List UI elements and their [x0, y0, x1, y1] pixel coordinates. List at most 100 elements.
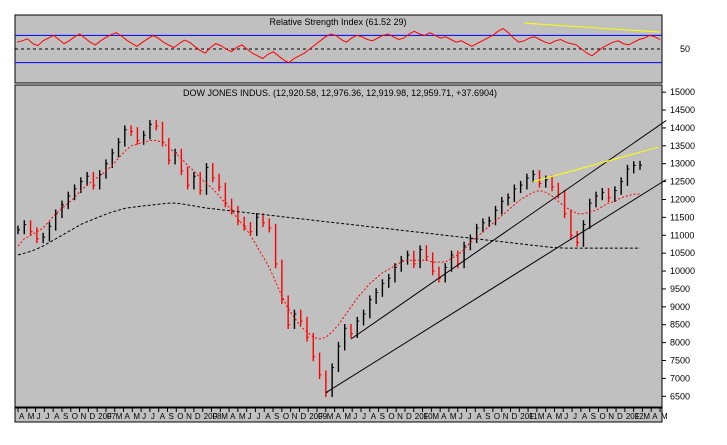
date-tick-label: M — [450, 412, 457, 421]
date-tick-label: A — [125, 412, 131, 421]
price-axis-tick-label: 9500 — [670, 284, 690, 294]
price-axis-tick-label: 7000 — [670, 373, 690, 383]
date-tick-label: J — [459, 412, 463, 421]
date-tick-label: O — [177, 412, 183, 421]
date-tick-label: J — [256, 412, 260, 421]
price-axis-tick-label: 13500 — [670, 141, 695, 151]
date-tick-label: J — [45, 412, 49, 421]
date-tick-label: 2010 — [415, 412, 433, 421]
date-tick-label: D — [406, 412, 412, 421]
date-tick-label: D — [617, 412, 623, 421]
date-tick-label: S — [591, 412, 596, 421]
date-tick-label: D — [511, 412, 517, 421]
date-tick-label: M — [555, 412, 562, 421]
date-tick-label: 2007 — [98, 412, 116, 421]
date-tick-label: F — [212, 412, 217, 421]
date-tick-label: M — [133, 412, 140, 421]
price-axis-tick-label: 15000 — [670, 87, 695, 97]
date-tick-label: A — [336, 412, 342, 421]
date-tick-label: A — [441, 412, 447, 421]
date-tick-label: A — [547, 412, 553, 421]
date-tick-label: A — [265, 412, 271, 421]
rsi-panel: Relative Strength Index (61.52 29) 50 — [14, 14, 690, 84]
price-axis-tick-label: 10000 — [670, 266, 695, 276]
date-tick-label: F — [635, 412, 640, 421]
trend-channel-upper-line — [350, 120, 667, 340]
date-tick-label: M — [344, 412, 351, 421]
price-axis-tick-label: 12000 — [670, 194, 695, 204]
date-tick-label: N — [81, 412, 87, 421]
price-axis-tick-label: 14500 — [670, 105, 695, 115]
date-tick-label: J — [468, 412, 472, 421]
rsi-series-line — [16, 28, 661, 64]
rsi-plot-area — [14, 14, 663, 84]
date-tick-label: O — [388, 412, 394, 421]
date-tick-label: M — [643, 412, 650, 421]
date-tick-label: D — [195, 412, 201, 421]
date-tick-label: S — [63, 412, 68, 421]
date-tick-label: O — [283, 412, 289, 421]
date-tick-label: A — [476, 412, 482, 421]
date-tick-label: M — [327, 412, 334, 421]
price-axis-tick-label: 8500 — [670, 320, 690, 330]
date-tick-label: J — [353, 412, 357, 421]
date-tick-label: M — [432, 412, 439, 421]
date-tick-label: F — [529, 412, 534, 421]
date-tick-label: N — [608, 412, 614, 421]
date-tick-label: M — [239, 412, 246, 421]
date-tick-label: A — [54, 412, 60, 421]
date-tick-label: S — [169, 412, 174, 421]
date-tick-label: A — [582, 412, 588, 421]
price-title: DOW JONES INDUS. (12,920.58, 12,976.36, … — [183, 88, 497, 98]
long-moving-average-line — [17, 202, 640, 256]
date-tick-label: S — [380, 412, 385, 421]
date-tick-label: F — [424, 412, 429, 421]
price-bars — [17, 120, 642, 397]
date-tick-label: J — [564, 412, 568, 421]
date-tick-label: M — [116, 412, 123, 421]
date-tick-label: M — [661, 412, 668, 421]
date-tick-label: S — [485, 412, 490, 421]
date-tick-label: J — [151, 412, 155, 421]
date-tick-label: D — [89, 412, 95, 421]
price-axis-tick-label: 13000 — [670, 159, 695, 169]
rsi-title: Relative Strength Index (61.52 29) — [269, 17, 406, 27]
date-tick-label: A — [652, 412, 658, 421]
date-tick-label: A — [160, 412, 166, 421]
date-tick-label: M — [28, 412, 35, 421]
date-tick-label: 2009 — [309, 412, 327, 421]
price-panel: 6500 7000 7500 8000 8500 9000 9500 10000 10500 11… — [14, 84, 695, 408]
date-tick-label: M — [221, 412, 228, 421]
price-axis-tick-label: 12500 — [670, 177, 695, 187]
date-tick-label: M — [538, 412, 545, 421]
date-tick-label: A — [19, 412, 25, 421]
rsi-tick-label: 50 — [680, 44, 690, 54]
date-tick-label: A — [230, 412, 236, 421]
price-axis-tick-label: 6500 — [670, 391, 690, 401]
price-axis-tick-label: 11500 — [670, 212, 694, 222]
date-tick-label: A — [371, 412, 377, 421]
date-tick-label: O — [599, 412, 605, 421]
date-tick-label: N — [292, 412, 298, 421]
price-resistance-line — [533, 146, 659, 183]
date-tick-label: O — [494, 412, 500, 421]
price-axis-tick-label: 7500 — [670, 355, 690, 365]
date-tick-label: N — [503, 412, 509, 421]
date-tick-label: F — [107, 412, 112, 421]
price-axis: 6500 7000 7500 8000 8500 9000 9500 10000 10500 11… — [662, 87, 695, 401]
date-tick-label: O — [72, 412, 78, 421]
price-axis-tick-label: 14000 — [670, 123, 695, 133]
date-tick-label: D — [300, 412, 306, 421]
date-tick-label: J — [573, 412, 577, 421]
date-tick-label: F — [318, 412, 323, 421]
date-tick-label: N — [186, 412, 192, 421]
date-tick-label: 2012 — [626, 412, 644, 421]
date-tick-label: J — [37, 412, 41, 421]
price-axis-tick-label: 10500 — [670, 248, 695, 258]
price-axis-tick-label: 11000 — [670, 230, 694, 240]
date-tick-label: J — [142, 412, 146, 421]
rsi-resistance-line — [524, 22, 661, 33]
price-axis-tick-label: 8000 — [670, 338, 690, 348]
